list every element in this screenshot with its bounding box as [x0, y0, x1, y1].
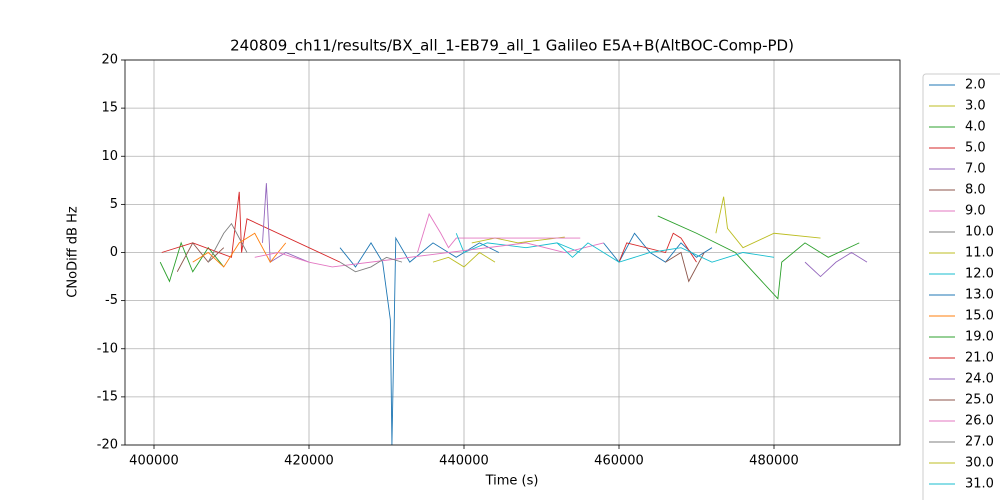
plot-frame	[124, 59, 901, 446]
legend-label: 13.0	[965, 288, 994, 303]
series-line	[176, 242, 225, 272]
legend-label: 31.0	[965, 477, 994, 492]
x-axis-label: Time (s)	[485, 474, 539, 489]
x-tick-label: 460000	[594, 454, 644, 469]
series-line	[254, 242, 604, 268]
series-line	[159, 241, 225, 283]
series-line	[417, 212, 581, 253]
series-line	[556, 242, 775, 263]
plot-lines	[159, 183, 868, 445]
legend-box	[922, 73, 1000, 500]
legend-label: 7.0	[965, 162, 986, 177]
series-line	[618, 232, 697, 263]
y-axis-label: CNoDiff dB Hz	[66, 206, 81, 298]
y-tick-label: -15	[97, 389, 118, 404]
y-tick-label: 5	[110, 197, 118, 212]
legend-label: 26.0	[965, 414, 994, 429]
x-tick-label: 420000	[284, 454, 334, 469]
legend-label: 9.0	[965, 204, 986, 219]
legend-label: 10.0	[965, 225, 994, 240]
series-line	[804, 251, 868, 278]
legend-label: 25.0	[965, 393, 994, 408]
legend-label: 8.0	[965, 183, 986, 198]
chart-title: 240809_ch11/results/BX_all_1-EB79_all_1 …	[230, 37, 794, 56]
series-line	[657, 215, 860, 300]
legend-label: 5.0	[965, 141, 986, 156]
legend-label: 24.0	[965, 372, 994, 387]
series-line	[207, 222, 248, 263]
x-tick-label: 440000	[439, 454, 489, 469]
legend-label: 3.0	[965, 99, 986, 114]
series-line	[715, 196, 821, 249]
legend-label: 30.0	[965, 456, 994, 471]
series-line	[603, 232, 713, 263]
x-tick-label: 480000	[749, 454, 799, 469]
y-tick-label: -10	[97, 341, 118, 356]
series-line	[339, 256, 403, 273]
y-tick-label: 15	[101, 101, 118, 116]
x-tick-label: 400000	[129, 454, 179, 469]
legend-label: 15.0	[965, 309, 994, 324]
series-line	[471, 236, 565, 244]
y-tick-label: 20	[101, 53, 118, 68]
y-tick-label: 10	[101, 149, 118, 164]
legend-label: 19.0	[965, 330, 994, 345]
y-tick-label: -5	[105, 293, 118, 308]
legend-label: 21.0	[965, 351, 994, 366]
legend-label: 27.0	[965, 435, 994, 450]
series-line	[192, 232, 287, 268]
y-tick-label: -20	[97, 438, 118, 453]
legend-label: 4.0	[965, 120, 986, 135]
legend-label: 2.0	[965, 78, 986, 93]
legend-label: 11.0	[965, 246, 994, 261]
series-line	[665, 251, 705, 283]
y-tick-label: 0	[110, 245, 118, 260]
series-line	[262, 183, 310, 263]
series-line	[432, 251, 496, 268]
legend-label: 12.0	[965, 267, 994, 282]
series-line	[339, 236, 500, 445]
